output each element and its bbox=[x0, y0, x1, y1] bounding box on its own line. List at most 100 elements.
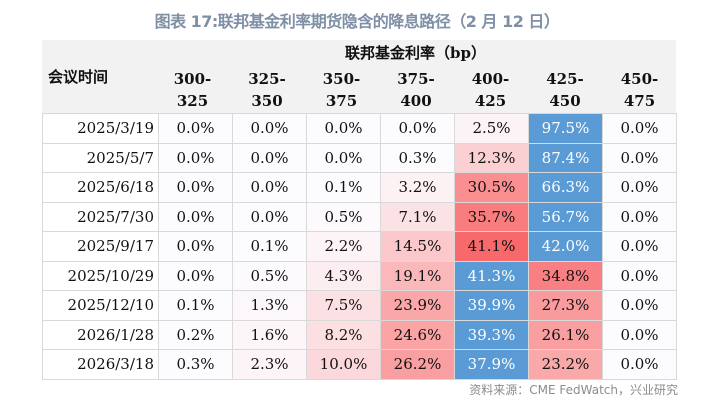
figure-title: 图表 17:联邦基金利率期货隐含的降息路径（2 月 12 日） bbox=[154, 12, 560, 31]
column-header: 450- 475 bbox=[602, 68, 677, 112]
rate-group-header: 联邦基金利率（bp） bbox=[345, 44, 486, 62]
meeting-date: 2025/9/17 bbox=[42, 231, 159, 262]
probability-cell: 2.2% bbox=[306, 231, 381, 262]
probability-cell: 0.0% bbox=[602, 349, 677, 380]
probability-cell: 37.9% bbox=[454, 349, 529, 380]
table-row: 2025/5/7 0.0% 0.0% 0.0% 0.3% 12.3% 87.4% 0.0% bbox=[42, 142, 677, 173]
column-header-line: 425 bbox=[474, 92, 507, 110]
probability-cell: 4.3% bbox=[306, 260, 381, 291]
probability-cell: 0.2% bbox=[158, 319, 233, 350]
column-header: 325- 350 bbox=[230, 68, 305, 112]
probability-cell: 27.3% bbox=[528, 290, 603, 321]
probability-cell: 0.0% bbox=[602, 201, 677, 232]
probability-cell: 0.3% bbox=[380, 142, 455, 173]
column-header-line: 400 bbox=[400, 92, 432, 110]
column-header-line: 325 bbox=[176, 92, 209, 110]
probability-cell: 87.4% bbox=[528, 142, 603, 173]
probability-cell: 39.3% bbox=[454, 319, 529, 350]
probability-cell: 3.2% bbox=[380, 172, 455, 203]
meeting-date: 2026/1/28 bbox=[42, 319, 159, 350]
meeting-date: 2025/3/19 bbox=[42, 113, 159, 144]
column-header-line: 300- bbox=[173, 70, 212, 88]
column-header: 425- 450 bbox=[528, 68, 603, 112]
table-row: 2025/10/29 0.0% 0.5% 4.3% 19.1% 41.3% 34.8% 0.0… bbox=[42, 260, 677, 291]
probability-cell: 26.1% bbox=[528, 319, 603, 350]
column-header: 350- 375 bbox=[304, 68, 379, 112]
probability-cell: 41.1% bbox=[454, 231, 529, 262]
probability-cell: 0.0% bbox=[232, 142, 307, 173]
probability-cell: 0.0% bbox=[602, 172, 677, 203]
probability-cell: 0.3% bbox=[158, 349, 233, 380]
column-header-line: 325- bbox=[248, 70, 286, 88]
probability-cell: 14.5% bbox=[380, 231, 455, 262]
probability-cell: 34.8% bbox=[528, 260, 603, 291]
probability-cell: 39.9% bbox=[454, 290, 529, 321]
column-header-line: 450- bbox=[620, 70, 659, 88]
probability-cell: 0.0% bbox=[602, 290, 677, 321]
probability-cell: 0.0% bbox=[158, 201, 233, 232]
column-header-line: 350 bbox=[251, 92, 283, 110]
meeting-date: 2025/10/29 bbox=[42, 260, 159, 291]
meeting-date: 2026/3/18 bbox=[42, 349, 159, 380]
probability-table: 2025/3/19 0.0% 0.0% 0.0% 0.0% 2.5% 97.5% 0.0% 20… bbox=[42, 113, 677, 380]
probability-cell: 0.0% bbox=[602, 231, 677, 262]
table-row: 2026/1/28 0.2% 1.6% 8.2% 24.6% 39.3% 26.1% 0.0% bbox=[42, 319, 677, 350]
table-row: 2026/3/18 0.3% 2.3% 10.0% 26.2% 37.9% 23.2% 0.0… bbox=[42, 349, 677, 380]
column-header-line: 350- bbox=[322, 70, 361, 88]
meeting-date: 2025/12/10 bbox=[42, 290, 159, 321]
probability-cell: 41.3% bbox=[454, 260, 529, 291]
probability-cell: 0.0% bbox=[602, 260, 677, 291]
probability-cell: 26.2% bbox=[380, 349, 455, 380]
meeting-date-header: 会议时间 bbox=[48, 68, 109, 86]
probability-cell: 23.9% bbox=[380, 290, 455, 321]
table-row: 2025/3/19 0.0% 0.0% 0.0% 0.0% 2.5% 97.5% 0.0% bbox=[42, 113, 677, 144]
probability-cell: 19.1% bbox=[380, 260, 455, 291]
table-row: 2025/12/10 0.1% 1.3% 7.5% 23.9% 39.9% 27.3% 0.0… bbox=[42, 290, 677, 321]
probability-cell: 0.0% bbox=[232, 201, 307, 232]
probability-cell: 7.1% bbox=[380, 201, 455, 232]
column-header: 375- 400 bbox=[379, 68, 454, 112]
table-row: 2025/7/30 0.0% 0.0% 0.5% 7.1% 35.7% 56.7% 0.0% bbox=[42, 201, 677, 232]
probability-cell: 1.6% bbox=[232, 319, 307, 350]
probability-cell: 1.3% bbox=[232, 290, 307, 321]
probability-cell: 23.2% bbox=[528, 349, 603, 380]
column-header-line: 375- bbox=[397, 70, 435, 88]
probability-cell: 0.0% bbox=[380, 113, 455, 144]
probability-cell: 8.2% bbox=[306, 319, 381, 350]
probability-cell: 0.0% bbox=[306, 113, 381, 144]
probability-cell: 7.5% bbox=[306, 290, 381, 321]
table-row: 2025/6/18 0.0% 0.0% 0.1% 3.2% 30.5% 66.3% 0.0% bbox=[42, 172, 677, 203]
meeting-date: 2025/7/30 bbox=[42, 201, 159, 232]
column-header-line: 475 bbox=[623, 92, 656, 110]
probability-cell: 0.5% bbox=[232, 260, 307, 291]
column-header: 400- 425 bbox=[453, 68, 528, 112]
probability-cell: 0.0% bbox=[232, 113, 307, 144]
probability-cell: 0.0% bbox=[158, 172, 233, 203]
probability-cell: 0.0% bbox=[158, 260, 233, 291]
meeting-date: 2025/5/7 bbox=[42, 142, 159, 173]
probability-cell: 0.0% bbox=[602, 319, 677, 350]
column-header: 300- 325 bbox=[155, 68, 230, 112]
table-row: 2025/9/17 0.0% 0.1% 2.2% 14.5% 41.1% 42.0% 0.0% bbox=[42, 231, 677, 262]
probability-cell: 0.1% bbox=[232, 231, 307, 262]
probability-cell: 35.7% bbox=[454, 201, 529, 232]
probability-cell: 56.7% bbox=[528, 201, 603, 232]
probability-cell: 30.5% bbox=[454, 172, 529, 203]
probability-cell: 0.0% bbox=[306, 142, 381, 173]
source-note: 资料来源：CME FedWatch，兴业研究 bbox=[469, 383, 678, 397]
probability-cell: 0.0% bbox=[158, 142, 233, 173]
probability-cell: 0.0% bbox=[602, 142, 677, 173]
column-header-line: 375 bbox=[325, 92, 358, 110]
probability-cell: 0.0% bbox=[158, 113, 233, 144]
column-header-line: 450 bbox=[549, 92, 581, 110]
probability-cell: 2.5% bbox=[454, 113, 529, 144]
column-header-line: 400- bbox=[471, 70, 510, 88]
probability-cell: 0.0% bbox=[232, 172, 307, 203]
probability-cell: 24.6% bbox=[380, 319, 455, 350]
probability-cell: 10.0% bbox=[306, 349, 381, 380]
probability-cell: 12.3% bbox=[454, 142, 529, 173]
probability-cell: 0.0% bbox=[602, 113, 677, 144]
probability-cell: 0.5% bbox=[306, 201, 381, 232]
probability-cell: 0.1% bbox=[306, 172, 381, 203]
table-header-background bbox=[42, 40, 676, 113]
